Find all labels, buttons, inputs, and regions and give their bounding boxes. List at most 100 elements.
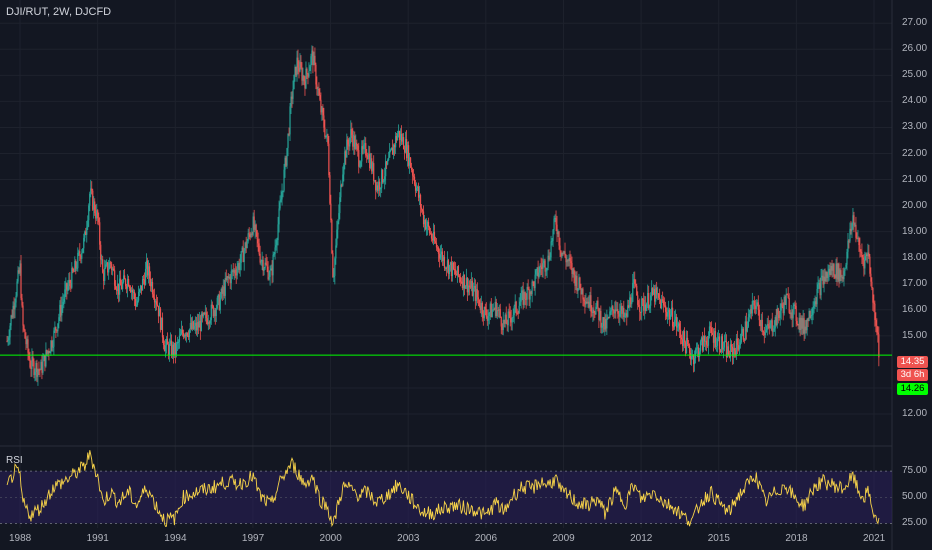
candle-body bbox=[421, 209, 424, 212]
candle-body bbox=[104, 268, 106, 281]
candle-body bbox=[226, 276, 228, 281]
candle-body bbox=[534, 274, 536, 289]
candle-body bbox=[190, 322, 192, 329]
candle-body bbox=[429, 233, 432, 235]
candle-body bbox=[139, 285, 142, 290]
candle-body bbox=[790, 312, 792, 315]
candle-body bbox=[403, 137, 405, 150]
candle-body bbox=[499, 309, 501, 318]
candle-body bbox=[354, 135, 356, 150]
candle-body bbox=[161, 317, 164, 338]
candle-body bbox=[598, 307, 600, 321]
candle-body bbox=[643, 300, 645, 311]
candle-body bbox=[93, 201, 95, 210]
candle-body bbox=[227, 276, 229, 278]
candle-body bbox=[570, 261, 572, 264]
candle-body bbox=[68, 280, 70, 287]
candle-body bbox=[861, 252, 863, 258]
candle-body bbox=[11, 315, 13, 318]
candle-body bbox=[847, 240, 849, 252]
candle-body bbox=[685, 337, 688, 354]
candle-body bbox=[802, 318, 804, 329]
candle-body bbox=[343, 164, 345, 175]
candle-body bbox=[651, 288, 653, 296]
candle-body bbox=[795, 305, 797, 321]
candle-body bbox=[264, 262, 266, 269]
candle-body bbox=[701, 337, 704, 351]
candle-body bbox=[542, 263, 544, 269]
candle-body bbox=[15, 295, 17, 303]
candle-body bbox=[33, 361, 35, 376]
candle-body bbox=[829, 268, 831, 275]
candle-body bbox=[776, 308, 778, 326]
candle-body bbox=[313, 55, 315, 66]
candle-body bbox=[300, 61, 302, 68]
candle-body bbox=[475, 289, 477, 301]
candle-body bbox=[493, 309, 495, 311]
candle-body bbox=[531, 281, 533, 295]
candle-body bbox=[602, 317, 604, 327]
candle-body bbox=[382, 169, 384, 182]
candle-body bbox=[674, 319, 676, 327]
candle-body bbox=[428, 226, 431, 234]
candle-body bbox=[727, 346, 730, 356]
candle-body bbox=[415, 187, 418, 191]
candle-body bbox=[600, 310, 602, 328]
candle-body bbox=[501, 326, 503, 331]
candle-body bbox=[430, 233, 433, 239]
candle-body bbox=[552, 229, 554, 241]
candle-body bbox=[835, 263, 837, 278]
candle-body bbox=[303, 75, 305, 82]
candle-body bbox=[26, 339, 28, 345]
candle-body bbox=[713, 331, 716, 343]
candle-body bbox=[550, 241, 552, 258]
candle-body bbox=[853, 215, 855, 226]
candle-body bbox=[234, 269, 236, 274]
candle-body bbox=[677, 323, 680, 327]
candle-body bbox=[309, 66, 311, 71]
candle-body bbox=[336, 229, 338, 246]
candle-body bbox=[209, 320, 211, 324]
candle-body bbox=[529, 291, 531, 300]
candle-body bbox=[215, 308, 217, 317]
candle-body bbox=[551, 240, 553, 242]
candle-body bbox=[729, 344, 731, 358]
candle-body bbox=[162, 337, 165, 346]
candle-body bbox=[578, 277, 580, 289]
candle-body bbox=[849, 228, 851, 242]
candle-body bbox=[865, 254, 867, 257]
candle-body bbox=[233, 269, 235, 273]
candle-body bbox=[63, 298, 65, 302]
candle-body bbox=[740, 333, 742, 343]
candle-body bbox=[778, 314, 780, 318]
candle-body bbox=[826, 271, 828, 278]
candle-body bbox=[191, 321, 193, 329]
candle-body bbox=[281, 192, 283, 200]
candle-body bbox=[365, 143, 367, 156]
candle-body bbox=[797, 323, 799, 326]
candle-body bbox=[599, 310, 601, 321]
candle-body bbox=[425, 226, 428, 230]
candle-body bbox=[805, 326, 807, 331]
candle-body bbox=[737, 345, 739, 350]
candle-body bbox=[8, 337, 10, 341]
candle-body bbox=[596, 300, 598, 307]
candle-body bbox=[268, 276, 270, 280]
candle-body bbox=[357, 145, 359, 151]
candle-body bbox=[331, 219, 333, 254]
candle-body bbox=[681, 339, 684, 346]
candle-body bbox=[588, 301, 590, 308]
candle-body bbox=[411, 170, 414, 176]
candle-body bbox=[197, 322, 199, 328]
candle-body bbox=[584, 301, 586, 305]
candle-body bbox=[77, 252, 79, 269]
candle-body bbox=[514, 301, 516, 307]
candle-body bbox=[269, 269, 271, 277]
candle-body bbox=[230, 271, 232, 284]
candle-body bbox=[158, 308, 161, 317]
candle-body bbox=[370, 158, 372, 169]
candle-body bbox=[72, 268, 74, 272]
candle-body bbox=[756, 302, 758, 306]
candle-body bbox=[627, 305, 629, 317]
